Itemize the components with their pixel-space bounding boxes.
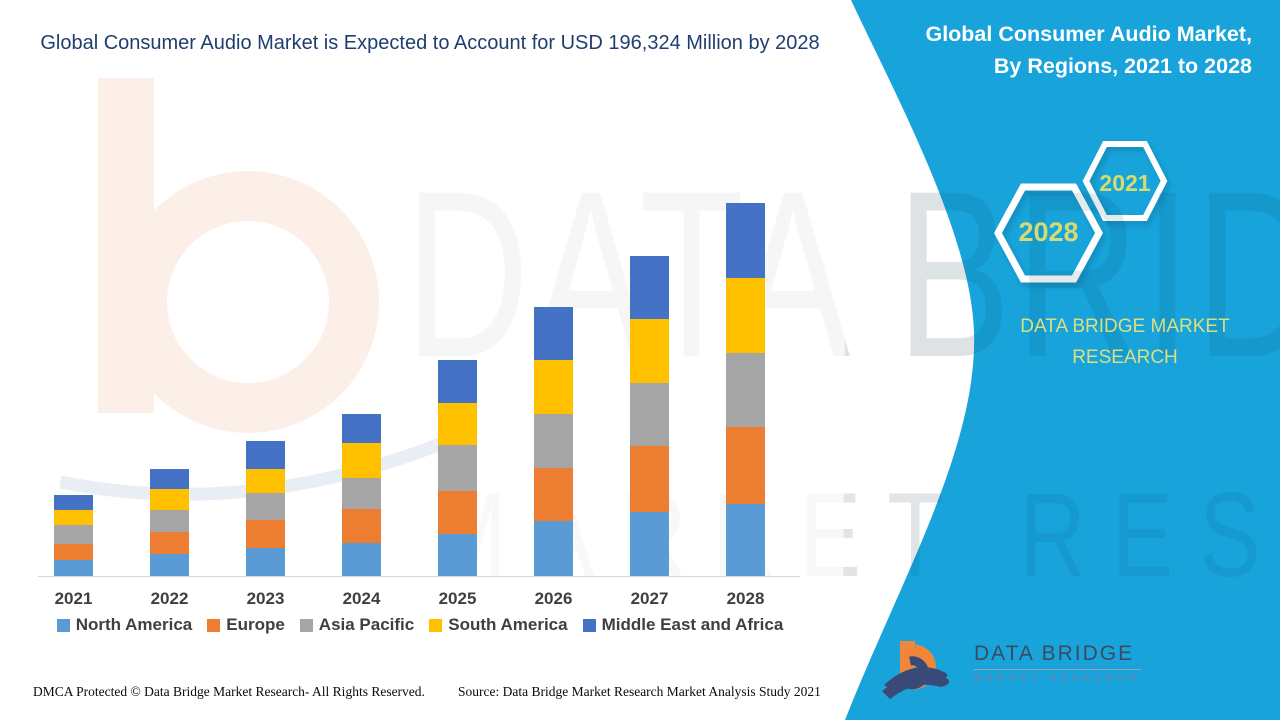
bar-segment (246, 547, 285, 576)
legend-label: Middle East and Africa (601, 615, 784, 634)
bar-segment (342, 508, 381, 544)
x-axis-label: 2024 (342, 589, 381, 608)
bar-segment (342, 443, 381, 478)
legend-swatch-icon (299, 619, 313, 632)
x-axis-label: 2027 (630, 589, 669, 608)
legend-item: Middle East and Africa (582, 615, 784, 635)
bar-segment (246, 493, 285, 520)
legend-item: Asia Pacific (299, 615, 415, 635)
x-axis-line (38, 576, 800, 577)
x-axis-label: 2022 (150, 589, 189, 608)
bar-segment (54, 525, 93, 545)
legend-swatch-icon (429, 619, 443, 632)
bar-segment (630, 256, 669, 320)
bar-segment (534, 360, 573, 415)
bar-segment (726, 277, 765, 353)
footer-source-text: Source: Data Bridge Market Research Mark… (458, 684, 821, 699)
bar-segment (534, 414, 573, 469)
bar-segment (150, 553, 189, 576)
bar-segment (726, 503, 765, 576)
legend-item: Europe (207, 615, 285, 635)
x-axis-label: 2025 (438, 589, 477, 608)
bar-segment (54, 560, 93, 576)
company-logo: DATA BRIDGE MARKET RESEARCH (880, 633, 1141, 705)
legend-label: Europe (226, 615, 285, 634)
bar-segment (438, 360, 477, 403)
bar-segment (438, 534, 477, 576)
bar-segment (342, 414, 381, 444)
bar-segment (630, 383, 669, 446)
bar-segment (534, 306, 573, 361)
bar-segment (726, 352, 765, 428)
legend-swatch-icon (56, 619, 70, 632)
logo-wordmark: DATA BRIDGE (974, 642, 1141, 670)
chart-legend: North America Europe Asia Pacific South Ame… (15, 615, 825, 635)
bar-segment (342, 477, 381, 509)
bar-segment (246, 441, 285, 469)
bar-segment (438, 402, 477, 446)
bar-segment (726, 202, 765, 278)
bar-segment (54, 495, 93, 511)
bar-segment (342, 543, 381, 576)
bar-segment (630, 319, 669, 384)
bar-segment (150, 510, 189, 533)
footer-dmca-text: DMCA Protected © Data Bridge Market Rese… (33, 684, 425, 699)
bar-segment (150, 468, 189, 489)
bar-segment (534, 521, 573, 576)
x-axis-label: 2021 (54, 589, 93, 608)
legend-label: South America (448, 615, 568, 634)
bar-segment (54, 510, 93, 526)
bar-segment (54, 544, 93, 561)
legend-swatch-icon (582, 619, 596, 632)
bar-segment (246, 519, 285, 548)
bar-segment (246, 468, 285, 494)
legend-item: North America (56, 615, 193, 635)
bar-segment (726, 427, 765, 504)
legend-label: Asia Pacific (318, 615, 415, 634)
bar-segment (534, 468, 573, 522)
x-axis-label: 2023 (246, 589, 285, 608)
legend-label: North America (75, 615, 193, 634)
bar-segment (150, 488, 189, 511)
x-axis-label: 2028 (726, 589, 765, 608)
bar-segment (150, 532, 189, 554)
legend-item: South America (429, 615, 568, 635)
legend-swatch-icon (207, 619, 221, 632)
logo-subtitle: MARKET RESEARCH (974, 673, 1141, 683)
bar-segment (630, 445, 669, 512)
dbmr-logo-icon (882, 641, 949, 699)
x-axis-label: 2026 (534, 589, 573, 608)
bar-segment (630, 511, 669, 576)
bar-segment (438, 490, 477, 535)
page-title: Global Consumer Audio Market is Expected… (40, 32, 820, 54)
bar-segment (438, 445, 477, 491)
